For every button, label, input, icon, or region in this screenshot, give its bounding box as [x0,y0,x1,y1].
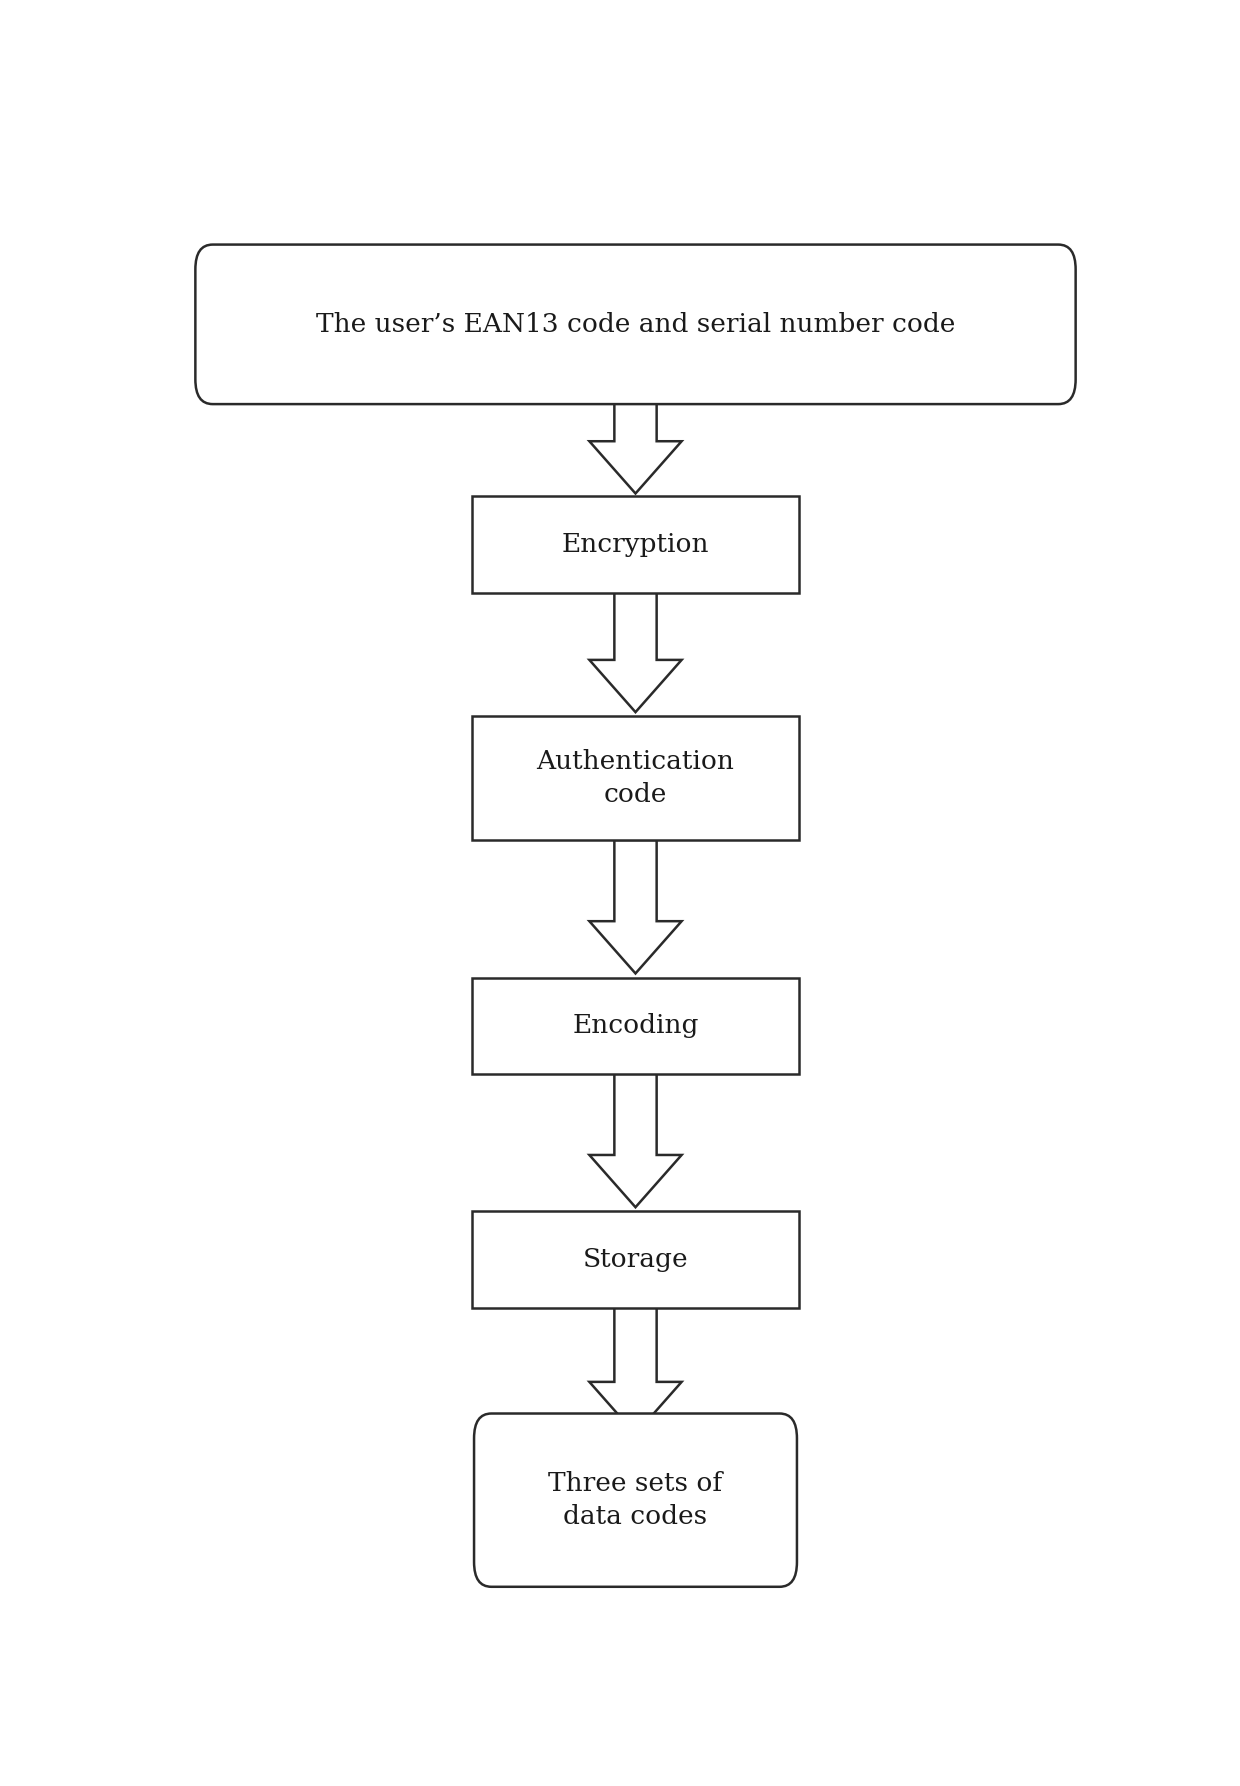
Text: Encryption: Encryption [562,532,709,557]
Text: The user’s EAN13 code and serial number code: The user’s EAN13 code and serial number … [316,313,955,338]
Bar [472,716,799,839]
Bar [472,497,799,593]
Polygon shape [589,1307,682,1434]
Polygon shape [589,1073,682,1207]
Polygon shape [589,593,682,713]
Text: Authentication
code: Authentication code [537,748,734,807]
Polygon shape [589,839,682,973]
Text: Three sets of
data codes: Three sets of data codes [548,1472,723,1529]
Bar [472,977,799,1073]
FancyBboxPatch shape [196,245,1075,404]
Polygon shape [589,379,682,493]
Bar [472,1211,799,1307]
FancyBboxPatch shape [474,1413,797,1586]
Text: Storage: Storage [583,1247,688,1272]
Text: Encoding: Encoding [572,1013,699,1038]
